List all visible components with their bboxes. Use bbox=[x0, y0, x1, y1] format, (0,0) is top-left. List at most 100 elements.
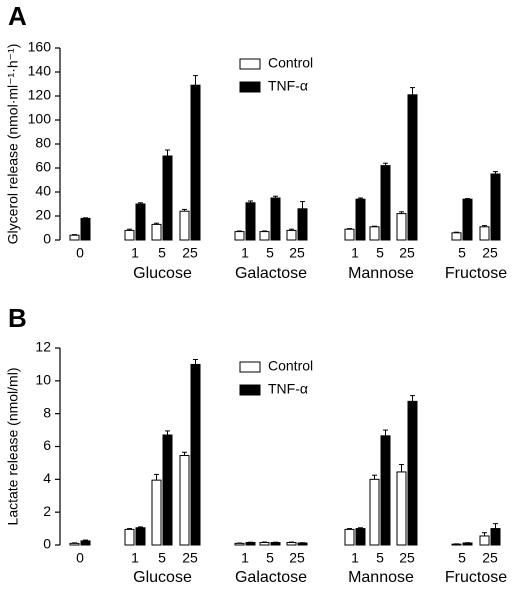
bar bbox=[462, 542, 473, 546]
y-tick-label: 20 bbox=[35, 207, 51, 223]
x-tick-label: 1 bbox=[351, 550, 359, 566]
y-tick-label: 160 bbox=[28, 39, 52, 55]
bar bbox=[124, 528, 135, 546]
bar bbox=[245, 202, 256, 241]
y-tick-label: 4 bbox=[43, 470, 51, 486]
bar bbox=[69, 234, 80, 241]
x-tick-label: 25 bbox=[399, 245, 415, 261]
bar bbox=[479, 535, 490, 546]
x-tick-label: 0 bbox=[76, 245, 84, 261]
x-tick-label: 5 bbox=[266, 550, 274, 566]
y-tick-label: 140 bbox=[28, 63, 52, 79]
bar bbox=[344, 228, 355, 241]
bar bbox=[490, 173, 501, 241]
bar bbox=[490, 528, 501, 546]
bar bbox=[344, 528, 355, 546]
x-tick-label: 5 bbox=[458, 245, 466, 261]
bar bbox=[380, 435, 391, 546]
y-axis-label: Glycerol release (nmol·ml⁻¹·h⁻¹) bbox=[5, 44, 21, 245]
bar bbox=[369, 478, 380, 546]
x-tick-label: 0 bbox=[76, 550, 84, 566]
x-tick-label: 25 bbox=[399, 550, 415, 566]
group-label: Mannose bbox=[348, 569, 414, 586]
bar bbox=[355, 528, 366, 546]
bar bbox=[135, 527, 146, 546]
bar bbox=[179, 210, 190, 241]
y-tick-label: 60 bbox=[35, 159, 51, 175]
group-label: Fructose bbox=[445, 569, 507, 586]
group-label: Glucose bbox=[133, 265, 192, 282]
x-tick-label: 25 bbox=[482, 245, 498, 261]
group-label: Mannose bbox=[348, 265, 414, 282]
y-tick-label: 80 bbox=[35, 135, 51, 151]
legend-label: TNF-α bbox=[268, 381, 308, 397]
y-axis-label: Lactate release (nmol/ml) bbox=[5, 368, 21, 526]
bar bbox=[462, 198, 473, 241]
x-tick-label: 5 bbox=[376, 550, 384, 566]
x-tick-label: 25 bbox=[289, 245, 305, 261]
bar bbox=[270, 542, 281, 546]
y-tick-label: 8 bbox=[43, 404, 51, 420]
bar bbox=[396, 213, 407, 241]
x-tick-label: 5 bbox=[266, 245, 274, 261]
y-tick-label: 6 bbox=[43, 437, 51, 453]
legend-swatch bbox=[239, 81, 261, 93]
bar bbox=[286, 229, 297, 241]
bar bbox=[259, 542, 270, 546]
bar bbox=[380, 165, 391, 241]
bar bbox=[259, 231, 270, 241]
y-tick-label: 10 bbox=[35, 372, 51, 388]
y-tick-label: 0 bbox=[43, 536, 51, 552]
bar bbox=[355, 198, 366, 241]
group-label: Glucose bbox=[133, 569, 192, 586]
legend-swatch bbox=[239, 58, 261, 70]
bar bbox=[69, 542, 80, 546]
panel-label: A bbox=[8, 1, 27, 31]
bar bbox=[286, 542, 297, 546]
y-tick-label: 12 bbox=[35, 339, 51, 355]
x-tick-label: 1 bbox=[351, 245, 359, 261]
bar bbox=[179, 455, 190, 546]
bar bbox=[270, 197, 281, 241]
bar bbox=[245, 542, 256, 546]
y-tick-label: 40 bbox=[35, 183, 51, 199]
x-tick-label: 25 bbox=[289, 550, 305, 566]
legend-label: Control bbox=[268, 358, 313, 374]
bar bbox=[190, 363, 201, 546]
bar bbox=[151, 479, 162, 546]
group-label: Fructose bbox=[445, 265, 507, 282]
legend-label: Control bbox=[268, 55, 313, 71]
x-tick-label: 5 bbox=[158, 550, 166, 566]
x-tick-label: 1 bbox=[131, 550, 139, 566]
bar bbox=[297, 208, 308, 241]
bar bbox=[162, 434, 173, 546]
bar bbox=[396, 471, 407, 546]
x-tick-label: 25 bbox=[482, 550, 498, 566]
legend-swatch bbox=[239, 361, 261, 373]
x-tick-label: 5 bbox=[376, 245, 384, 261]
bar bbox=[80, 540, 91, 546]
bar bbox=[234, 231, 245, 241]
y-tick-label: 120 bbox=[28, 87, 52, 103]
bar bbox=[151, 223, 162, 241]
panel-label: B bbox=[8, 303, 27, 333]
legend-swatch bbox=[239, 384, 261, 396]
bar bbox=[190, 84, 201, 241]
group-label: Galactose bbox=[235, 569, 307, 586]
x-tick-label: 1 bbox=[241, 550, 249, 566]
bar bbox=[369, 226, 380, 241]
y-tick-label: 2 bbox=[43, 503, 51, 519]
x-tick-label: 5 bbox=[158, 245, 166, 261]
bar bbox=[124, 229, 135, 241]
y-tick-label: 0 bbox=[43, 231, 51, 247]
bar bbox=[234, 542, 245, 546]
bar bbox=[451, 232, 462, 241]
bar bbox=[162, 155, 173, 241]
bar bbox=[407, 400, 418, 546]
x-tick-label: 1 bbox=[241, 245, 249, 261]
x-tick-label: 5 bbox=[458, 550, 466, 566]
bar bbox=[479, 226, 490, 241]
bar bbox=[407, 94, 418, 241]
bar bbox=[135, 203, 146, 241]
